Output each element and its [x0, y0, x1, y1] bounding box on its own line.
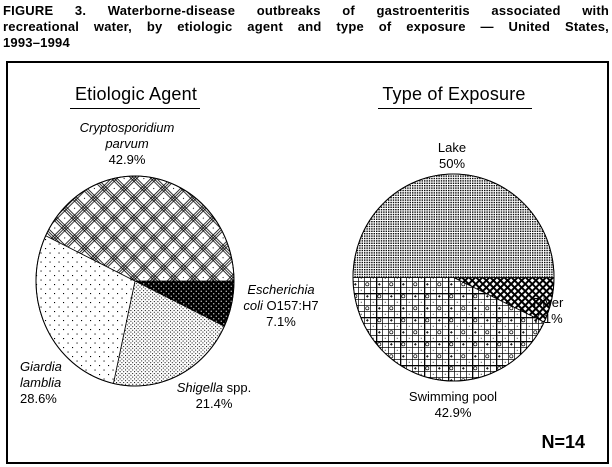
n-total-label: N=14 [541, 432, 585, 452]
label-giardia-lamblia: Giardia lamblia 28.6% [20, 359, 62, 406]
label-swimming-pool: Swimming pool 42.9% [408, 389, 498, 420]
figure-caption-line-1: FIGURE 3. Waterborne-disease outbreaks o… [3, 3, 609, 18]
label-lake: Lake 50% [437, 140, 467, 171]
figure-border-box: Etiologic Agent Type of Exposure Cryptos… [6, 61, 609, 464]
label-cryptosporidium-parvum: Cryptosporidium parvum 42.9% [79, 120, 175, 167]
pie-outline [352, 173, 555, 382]
panel-heading-etiologic-agent: Etiologic Agent [74, 84, 198, 104]
label-river: River 7.1% [533, 295, 564, 326]
pie-chart-etiologic-agent [35, 175, 235, 387]
label-escherichia-coli: Escherichia coli O157:H7 7.1% [243, 282, 319, 329]
figure-caption-line-2: recreational water, by etiologic agent a… [3, 19, 609, 34]
heading-underline-left [70, 108, 200, 109]
panel-heading-type-of-exposure: Type of Exposure [382, 84, 526, 104]
figure-caption-line-3: 1993–1994 [3, 35, 70, 50]
pie-slice-lake [352, 173, 555, 278]
heading-underline-right [378, 108, 532, 109]
figure-caption: FIGURE 3. Waterborne-disease outbreaks o… [3, 3, 609, 51]
label-shigella-spp: Shigella spp. 21.4% [176, 380, 252, 411]
pie-outline [35, 175, 235, 387]
pie-chart-type-of-exposure [352, 173, 555, 382]
